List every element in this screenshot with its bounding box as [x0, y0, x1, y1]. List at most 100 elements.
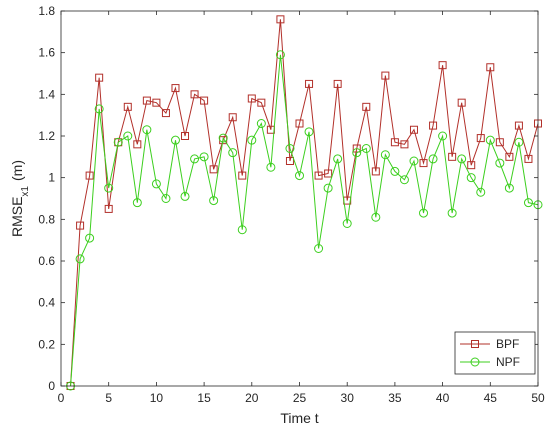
data-point-npf	[75, 254, 85, 264]
x-tick-label: 50	[531, 391, 545, 405]
series-line-npf	[70, 54, 539, 387]
data-point-bpf	[486, 63, 495, 72]
data-point-npf	[209, 196, 219, 206]
data-point-bpf	[400, 140, 409, 149]
y-tick-label: 1.4	[38, 87, 55, 101]
data-point-npf	[314, 244, 324, 253]
data-point-bpf	[371, 167, 380, 176]
data-point-npf	[476, 187, 486, 197]
x-tick-label: 10	[150, 391, 164, 405]
data-point-npf	[514, 137, 524, 147]
legend-label: NPF	[496, 355, 520, 369]
data-point-npf	[447, 208, 457, 218]
data-point-bpf	[438, 61, 447, 70]
data-point-npf	[295, 171, 304, 181]
data-point-bpf	[85, 171, 94, 180]
data-point-bpf	[200, 96, 209, 105]
data-point-bpf	[333, 79, 342, 88]
data-point-npf	[304, 127, 314, 137]
data-point-bpf	[505, 152, 514, 161]
data-point-npf	[247, 135, 257, 145]
data-point-bpf	[257, 98, 266, 107]
data-point-bpf	[76, 221, 85, 230]
data-point-npf	[132, 198, 142, 208]
data-point-bpf	[123, 102, 132, 111]
data-point-bpf	[133, 140, 142, 149]
data-point-npf	[380, 150, 390, 160]
y-tick-label: 1.8	[38, 4, 55, 18]
y-tick-label: 0	[48, 379, 55, 393]
data-point-bpf	[381, 71, 390, 80]
y-tick-label: 0.2	[38, 337, 55, 351]
data-point-npf	[438, 131, 448, 141]
data-point-bpf	[295, 119, 304, 128]
legend-marker-circle	[470, 357, 480, 367]
y-axis-label-unit: (m)	[9, 160, 25, 181]
data-point-npf	[266, 162, 276, 172]
x-tick-label: 45	[484, 391, 498, 405]
data-point-npf	[151, 179, 161, 189]
data-point-npf	[409, 156, 419, 166]
legend-item-bpf: BPF	[460, 337, 519, 351]
data-point-bpf	[476, 134, 485, 143]
data-point-npf	[199, 152, 209, 162]
data-point-npf	[237, 225, 247, 235]
data-point-npf	[323, 183, 333, 193]
data-point-npf	[352, 148, 362, 158]
data-point-npf	[104, 183, 114, 193]
x-tick-label: 0	[58, 391, 65, 405]
data-point-npf	[190, 154, 200, 164]
data-point-npf	[466, 173, 476, 183]
series-line-bpf	[70, 19, 539, 387]
data-point-npf	[485, 135, 495, 145]
y-tick-label: 1	[48, 171, 55, 185]
x-tick-label: 5	[105, 391, 112, 405]
y-tick-label: 0.8	[38, 212, 55, 226]
data-point-bpf	[152, 98, 161, 107]
data-point-bpf	[409, 125, 418, 134]
data-point-bpf	[524, 154, 533, 163]
x-tick-label: 15	[197, 391, 211, 405]
y-axis-label-subscript: x1	[20, 186, 31, 197]
x-tick-label: 25	[293, 391, 307, 405]
data-point-npf	[504, 183, 514, 193]
data-point-bpf	[324, 169, 333, 178]
data-point-npf	[94, 104, 104, 114]
y-tick-label: 1.6	[38, 46, 55, 60]
data-point-npf	[113, 137, 123, 147]
data-point-npf	[256, 119, 266, 128]
data-point-npf	[333, 154, 343, 164]
data-point-npf	[495, 158, 505, 168]
legend-label: BPF	[496, 337, 519, 351]
data-point-npf	[390, 166, 400, 176]
data-point-bpf	[95, 73, 104, 82]
data-point-npf	[142, 125, 152, 135]
data-point-bpf	[209, 165, 218, 174]
data-point-npf	[419, 208, 429, 218]
data-point-bpf	[495, 138, 504, 147]
y-axis-label-main: RMSE	[9, 197, 25, 237]
data-point-npf	[285, 144, 295, 153]
data-point-bpf	[429, 121, 438, 130]
legend: BPF NPF	[454, 331, 536, 375]
y-tick-label: 0.4	[38, 296, 55, 310]
data-point-npf	[342, 219, 352, 228]
data-point-bpf	[419, 159, 428, 168]
data-point-npf	[218, 133, 228, 143]
data-point-bpf	[448, 152, 457, 161]
data-point-bpf	[171, 84, 180, 93]
data-point-bpf	[190, 90, 199, 99]
data-point-npf	[428, 154, 438, 164]
data-point-npf	[85, 233, 95, 243]
data-point-bpf	[514, 121, 523, 130]
x-tick-label: 30	[341, 391, 355, 405]
x-axis-label: Time t	[280, 410, 318, 426]
legend-item-npf: NPF	[460, 355, 520, 369]
x-tick-label: 40	[436, 391, 450, 405]
x-tick-label: 20	[245, 391, 259, 405]
data-point-bpf	[228, 113, 237, 122]
data-point-npf	[361, 144, 371, 153]
data-point-bpf	[362, 102, 371, 111]
data-point-npf	[371, 212, 381, 222]
